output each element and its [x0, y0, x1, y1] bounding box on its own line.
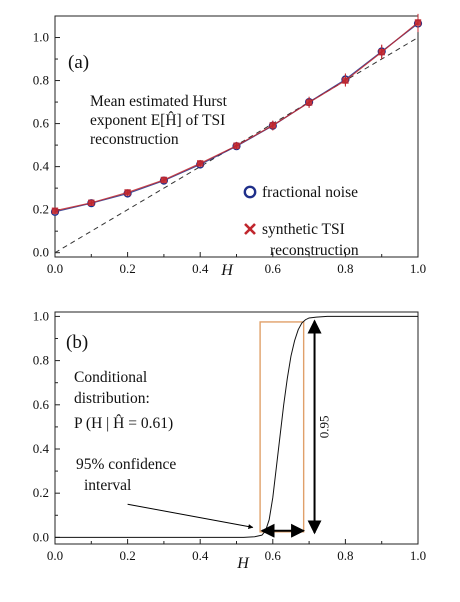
panel-a-point-marker — [342, 77, 349, 84]
panel-a-label: (a) — [68, 52, 89, 73]
panel-b-ytick-label: 0.2 — [33, 485, 49, 500]
panel-a-xtick-label: 1.0 — [410, 261, 426, 276]
panel-a-point-marker — [124, 189, 131, 196]
panel-b-ytick-label: 0.8 — [33, 353, 49, 368]
panel-b-annotation-line: distribution: — [74, 390, 150, 407]
panel-a-xtick-label: 0.6 — [265, 261, 282, 276]
panel-a-chart: 0.0 0.2 0.4 0.6 0.8 1.0 0.0 0.2 0.4 0.6 0.8 1.0 H (a)… — [33, 13, 426, 279]
legend-label-fractional-noise: fractional noise — [262, 184, 358, 201]
panel-b-annotation-line: interval — [84, 477, 131, 494]
panel-b-pointer-arrow — [127, 503, 254, 530]
legend-circle-icon — [243, 185, 257, 199]
panel-a-xtick-label: 0.4 — [192, 261, 209, 276]
panel-a-point-marker — [160, 176, 168, 184]
panel-a-ytick-label: 0.0 — [33, 245, 49, 260]
panel-b-xtick-label: 0.8 — [337, 548, 353, 563]
panel-a-ytick-label: 0.4 — [33, 159, 50, 174]
panel-b-ytick-label: 0.4 — [33, 441, 50, 456]
panel-b-xlabel: H — [236, 555, 250, 572]
panel-a-ytick-label: 0.6 — [33, 116, 50, 131]
legend-label-synthetic-tsi: synthetic TSI — [262, 221, 345, 238]
panel-a-annotation-line: Mean estimated Hurst — [90, 93, 228, 110]
panel-a-xtick-label: 0.0 — [47, 261, 63, 276]
panel-a-point-marker — [233, 142, 240, 149]
panel-a-ytick-label: 1.0 — [33, 30, 49, 45]
panel-a-xlabel: H — [220, 262, 234, 279]
panel-a-point-marker — [197, 160, 204, 167]
panel-b-xtick-label: 0.4 — [192, 548, 209, 563]
legend-label-synthetic-tsi: reconstruction — [270, 242, 359, 259]
panel-b-annotation-line: P (H | Ĥ = 0.61) — [74, 415, 173, 432]
legend-cross-icon — [244, 223, 256, 235]
panel-a-annotation-line: reconstruction — [90, 131, 179, 148]
panel-a-point-marker — [51, 207, 59, 214]
panel-b-ytick-label: 1.0 — [33, 308, 49, 323]
panel-a-xtick-label: 0.8 — [337, 261, 353, 276]
panel-b-annotation-line: Conditional — [74, 369, 147, 386]
panel-a-point-marker — [414, 19, 422, 26]
panel-b-label: (b) — [66, 332, 88, 353]
panel-a-ytick-label: 0.2 — [33, 202, 49, 217]
panel-b-ytick-label: 0.0 — [33, 529, 49, 544]
panel-a-ytick-label: 0.8 — [33, 73, 49, 88]
panel-b-xtick-label: 1.0 — [410, 548, 426, 563]
panel-b-ytick-label: 0.6 — [33, 397, 50, 412]
panel-b-xtick-label: 0.2 — [119, 548, 135, 563]
panel-a-point-marker — [305, 99, 313, 106]
panel-a-point-marker — [378, 48, 385, 56]
panel-b-annotation-line: 95% confidence — [76, 456, 176, 473]
panel-b-vertical-arrow-label: 0.95 — [317, 416, 332, 439]
panel-a-point-marker — [88, 199, 95, 206]
panel-a-annotation-line: exponent E[Ĥ] of TSI — [90, 112, 225, 129]
panel-b-chart: 0.0 0.2 0.4 0.6 0.8 1.0 0.0 0.2 0.4 0.6 0.8 1.0 H 0.9… — [33, 308, 426, 572]
panel-b-xtick-label: 0.0 — [47, 548, 63, 563]
panel-a-xtick-label: 0.2 — [119, 261, 135, 276]
panel-a-point-marker — [269, 122, 276, 129]
panel-b-confidence-box — [259, 321, 305, 533]
panel-b-xtick-label: 0.6 — [265, 548, 282, 563]
